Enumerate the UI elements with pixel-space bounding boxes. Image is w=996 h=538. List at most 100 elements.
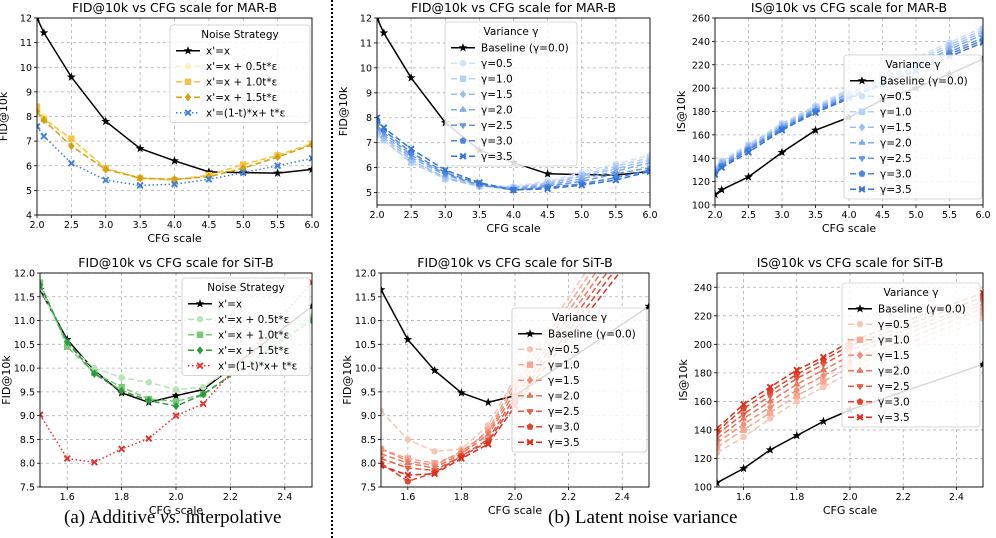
legend: Noise Strategy x'=x x'=x + 0.5t*ε x'=x + 1.…: [169, 24, 311, 123]
series-line: [37, 18, 312, 174]
x-tick-label: 2.4: [949, 492, 964, 503]
legend-label: γ=1.0: [548, 360, 580, 372]
legend-marker: [526, 409, 534, 416]
legend-label: γ=2.5: [548, 406, 580, 418]
legend-title: Variance γ: [886, 59, 941, 71]
data-point: [66, 72, 76, 81]
data-point: [403, 334, 413, 344]
data-point: [718, 164, 726, 172]
legend-label: γ=3.5: [481, 151, 513, 163]
legend-label: γ=2.0: [878, 366, 910, 378]
legend-label: γ=0.5: [878, 319, 910, 331]
data-point: [377, 114, 381, 122]
chart-title: IS@10k vs CFG scale for SiT-B: [757, 255, 944, 270]
y-tick-label: 11: [20, 38, 32, 49]
data-point: [63, 454, 71, 462]
y-tick-label: 5: [366, 188, 372, 199]
x-tick-label: 2.0: [369, 210, 384, 221]
x-tick-label: 5.0: [908, 210, 923, 221]
y-tick-label: 11.0: [355, 316, 376, 327]
x-axis-label: CFG scale: [149, 504, 204, 517]
legend-marker: [195, 299, 205, 308]
data-point: [979, 30, 983, 37]
legend-label: x'=x + 1.0t*ε: [218, 330, 289, 342]
y-tick-label: 11.0: [14, 316, 35, 327]
y-tick-label: 8.0: [20, 459, 35, 470]
x-axis-label: CFG scale: [147, 232, 202, 245]
series-line: [37, 125, 312, 187]
legend-marker: [858, 108, 866, 115]
data-point: [404, 436, 411, 443]
data-point: [717, 449, 721, 456]
axes-frame: [716, 272, 984, 488]
data-point: [37, 107, 41, 116]
y-tick-label: 9.5: [20, 387, 35, 398]
data-point: [172, 398, 180, 405]
y-tick-label: 11.5: [355, 292, 376, 303]
data-point: [40, 280, 44, 290]
legend-label: Baseline (γ=0.0): [481, 43, 569, 55]
data-point: [37, 18, 40, 22]
data-point: [431, 470, 439, 478]
legend-box: [169, 24, 311, 123]
legend: Variance γ Baseline (γ=0.0) γ=0.5 γ=1.0 γ=1.…: [444, 21, 578, 167]
data-point: [457, 454, 465, 462]
legend: Variance γ Baseline (γ=0.0) γ=0.5 γ=1.0 γ=1.…: [841, 282, 981, 428]
series-line: [715, 29, 983, 170]
data-point: [135, 143, 145, 153]
y-tick-label: 10: [360, 63, 372, 74]
y-tick-label: 11.5: [14, 292, 35, 303]
legend-marker: [858, 170, 866, 177]
data-point: [484, 440, 492, 448]
data-point: [379, 28, 389, 37]
y-tick-label: 10.0: [355, 364, 376, 375]
x-tick-label: 3.5: [133, 220, 148, 231]
x-tick-label: 6.0: [304, 220, 319, 231]
legend-marker: [184, 63, 192, 70]
legend-label: Baseline (γ=0.0): [878, 304, 966, 316]
x-tick-label: 2.0: [29, 220, 44, 231]
data-point: [205, 175, 213, 183]
data-point: [172, 386, 180, 393]
data-point: [377, 18, 380, 22]
legend-marker: [196, 362, 204, 370]
y-tick-label: 4: [26, 211, 32, 222]
x-tick-label: 6.0: [642, 210, 657, 221]
data-point: [979, 39, 983, 47]
axes-frame: [376, 17, 651, 206]
legend-label: γ=0.5: [880, 91, 912, 103]
y-tick-label: 100: [694, 483, 712, 494]
legend-title: Variance γ: [552, 312, 607, 324]
x-tick-label: 1.6: [400, 492, 415, 503]
legend-marker: [458, 43, 468, 52]
chart-fid_sit_variance: FID@10k vs CFG scale for SiT-B 1.6 1.8 2.0 2…: [341, 255, 650, 517]
data-point: [172, 402, 180, 411]
legend-marker: [459, 75, 467, 82]
legend-label: γ=1.5: [548, 375, 580, 387]
series-group: [377, 18, 650, 195]
data-point: [793, 385, 800, 395]
y-tick-label: 7.5: [361, 483, 376, 494]
data-point: [766, 393, 774, 400]
data-point: [37, 122, 41, 130]
x-tick-label: 1.8: [114, 492, 129, 503]
legend-label: x'=x + 0.5t*ε: [218, 314, 289, 326]
series-group: [40, 278, 312, 466]
y-tick-label: 8: [366, 113, 372, 124]
data-point: [819, 353, 827, 361]
data-point: [377, 123, 381, 130]
y-tick-label: 5: [26, 186, 32, 197]
data-point: [812, 107, 819, 115]
y-tick-label: 6: [366, 163, 372, 174]
data-point: [145, 379, 152, 386]
x-tick-label: 2.2: [561, 492, 576, 503]
data-point: [404, 459, 412, 466]
data-point: [64, 343, 71, 350]
legend-marker: [858, 123, 866, 132]
x-tick-label: 4.5: [201, 220, 216, 231]
legend: Variance γ Baseline (γ=0.0) γ=0.5 γ=1.0 γ=1.…: [511, 307, 648, 453]
y-axis-label: FID@10k: [337, 86, 350, 136]
legend-title: Noise Strategy: [207, 282, 284, 294]
series-line: [37, 106, 312, 181]
legend-marker: [858, 156, 866, 163]
